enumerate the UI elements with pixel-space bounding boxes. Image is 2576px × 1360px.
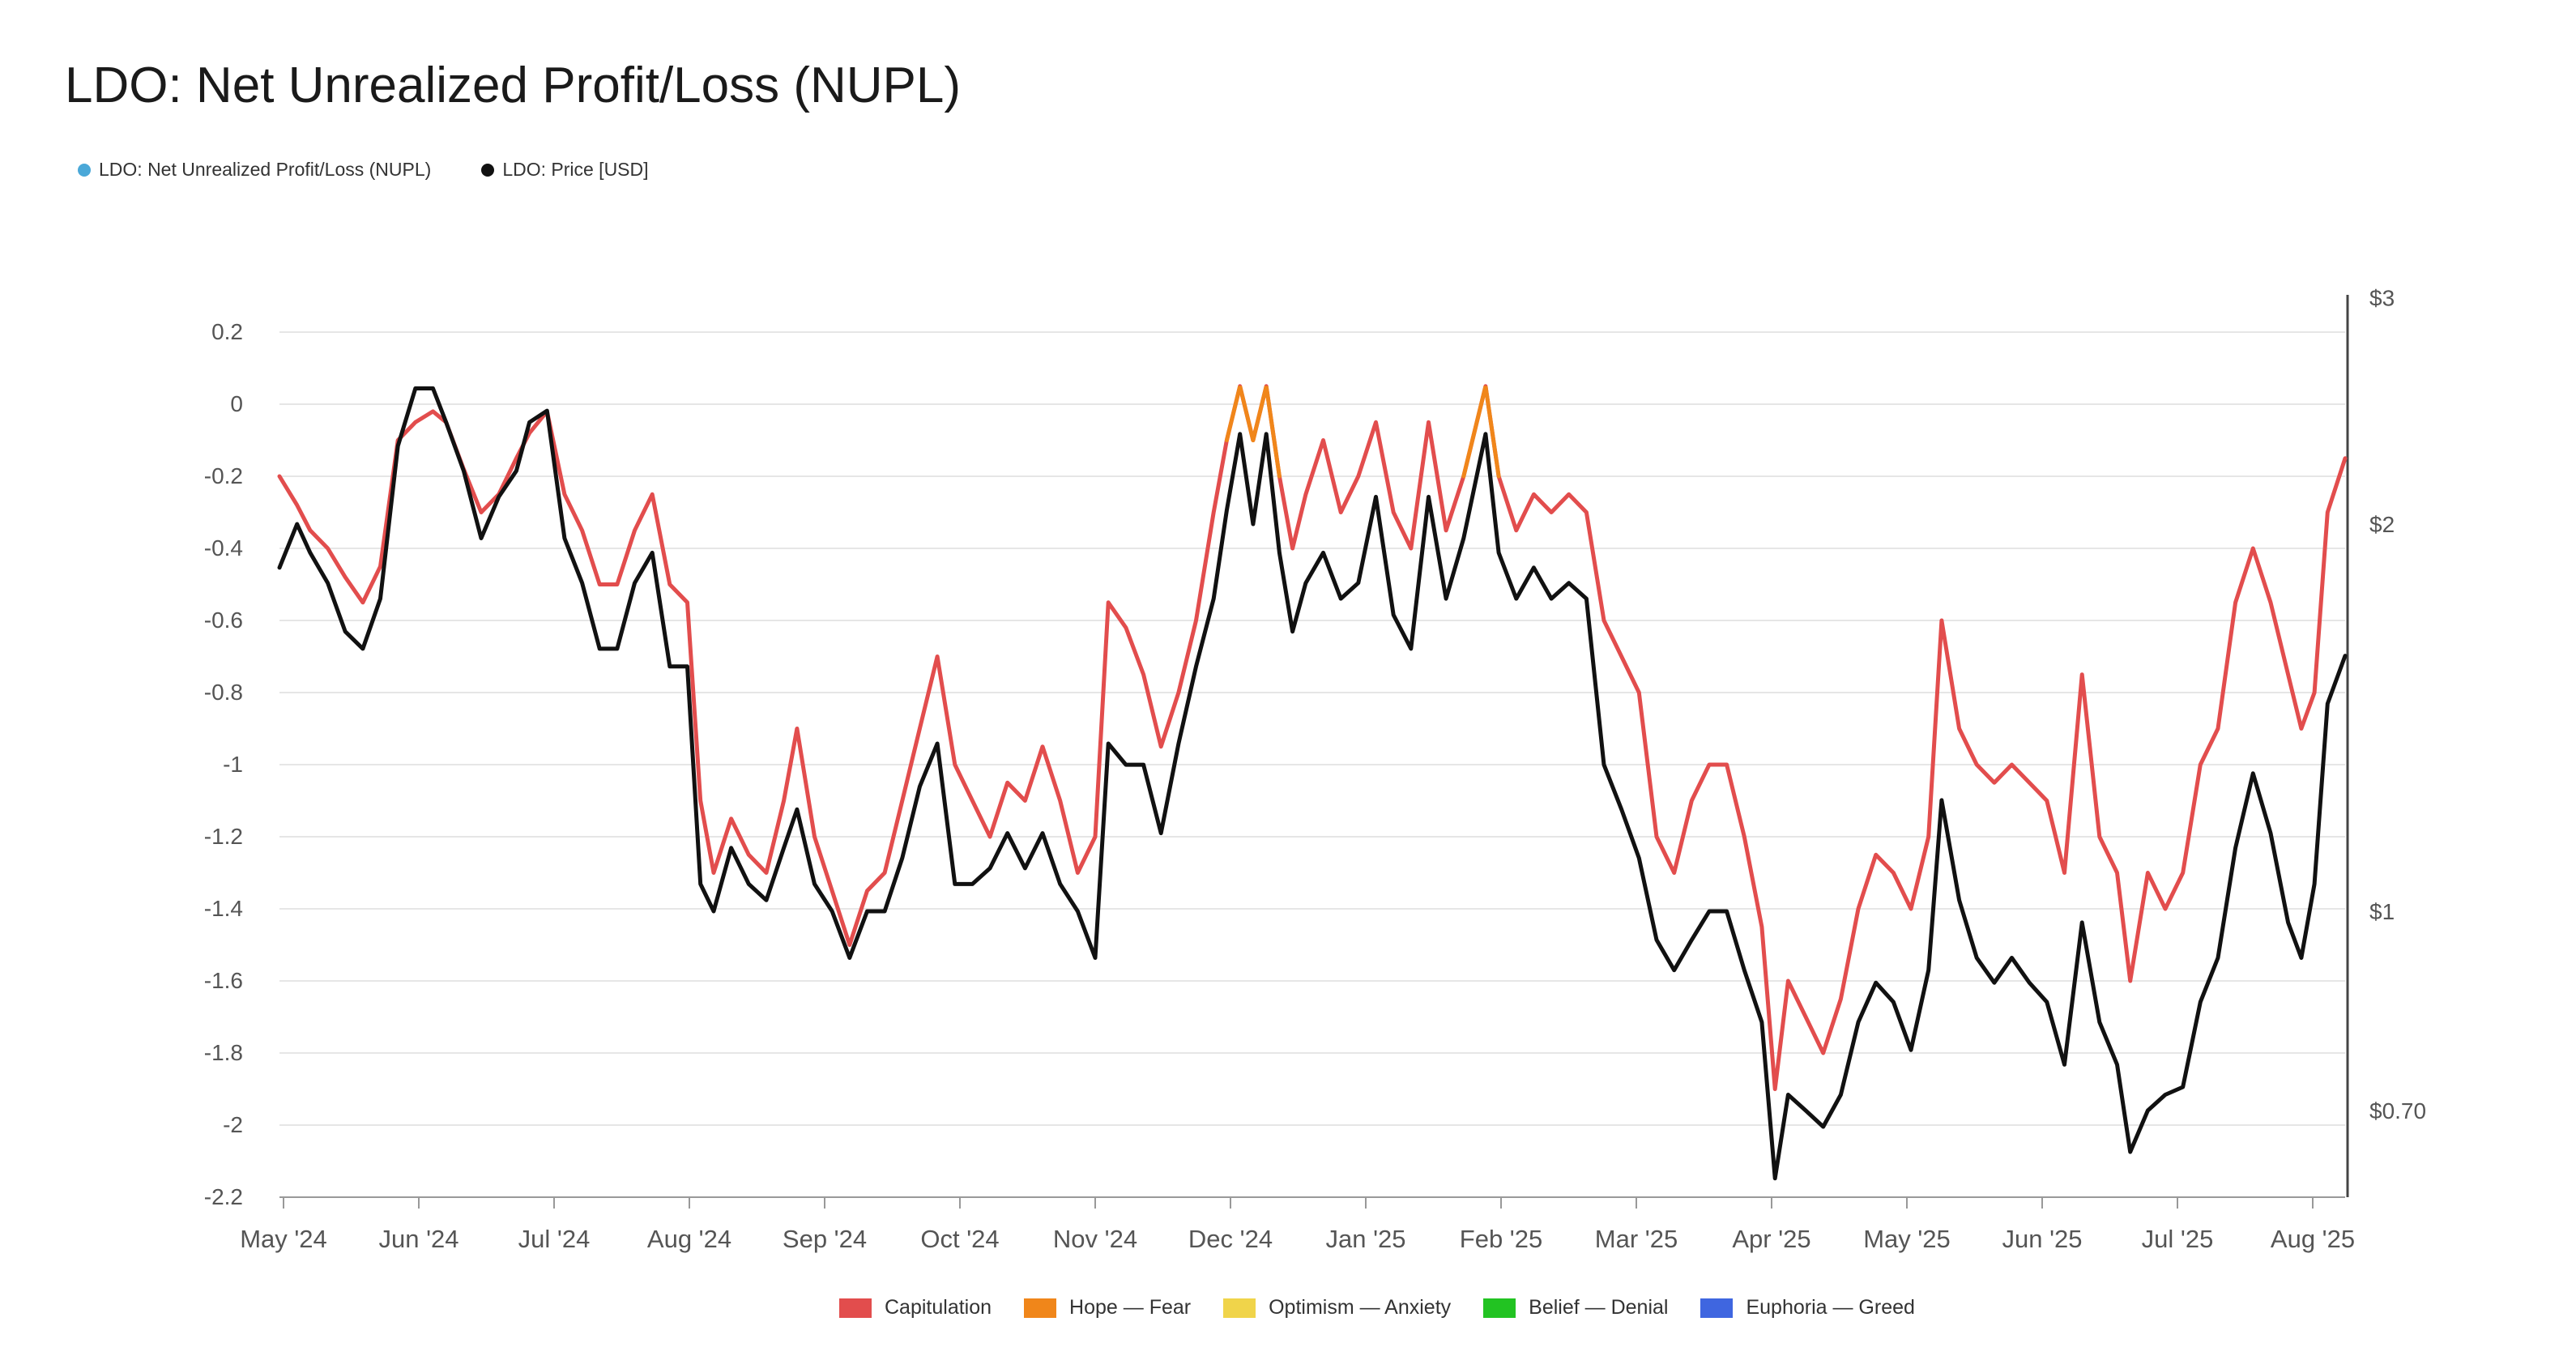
zone-legend: Capitulation Hope — Fear Optimism — Anxi… bbox=[839, 1296, 1915, 1319]
zone-legend-capitulation[interactable]: Capitulation bbox=[839, 1296, 992, 1319]
y-left-tick-label: -2.2 bbox=[204, 1184, 243, 1209]
capitulation-swatch bbox=[839, 1298, 872, 1318]
x-tick-label: Jan '25 bbox=[1326, 1225, 1406, 1253]
zone-label-capitulation: Capitulation bbox=[885, 1296, 992, 1319]
euphoria-greed-swatch bbox=[1700, 1298, 1734, 1318]
nupl-hope-segment bbox=[1461, 386, 1501, 479]
legend-item-nupl[interactable]: LDO: Net Unrealized Profit/Loss (NUPL) bbox=[78, 159, 431, 181]
x-tick-label: Sep '24 bbox=[783, 1225, 867, 1253]
x-tick-label: Jun '25 bbox=[2002, 1225, 2083, 1253]
zone-legend-euphoria-greed[interactable]: Euphoria — Greed bbox=[1700, 1296, 1915, 1319]
legend-dot-price bbox=[481, 163, 495, 177]
y-left-tick-label: -1.4 bbox=[204, 896, 243, 921]
legend-label-price: LDO: Price [USD] bbox=[502, 159, 649, 180]
x-tick-label: Nov '24 bbox=[1053, 1225, 1137, 1253]
y-left-tick-label: -1.8 bbox=[204, 1040, 243, 1065]
nupl-line bbox=[277, 384, 2348, 1091]
price-line bbox=[277, 386, 2348, 1181]
x-tick-label: Feb '25 bbox=[1460, 1225, 1542, 1253]
x-tick-label: Jun '24 bbox=[379, 1225, 459, 1253]
y-right-tick-label: $1 bbox=[2369, 899, 2395, 924]
zone-label-optimism-anxiety: Optimism — Anxiety bbox=[1269, 1296, 1452, 1319]
x-tick-label: Dec '24 bbox=[1188, 1225, 1273, 1253]
y-left-tick-label: -1.6 bbox=[204, 968, 243, 993]
x-tick-label: May '25 bbox=[1863, 1225, 1951, 1253]
y-left-tick-label: 0.2 bbox=[211, 319, 243, 344]
legend-item-price[interactable]: LDO: Price [USD] bbox=[481, 159, 649, 181]
x-tick-label: Jul '24 bbox=[518, 1225, 591, 1253]
series-lines bbox=[277, 384, 2348, 1181]
grid-lines bbox=[279, 331, 2345, 1198]
x-tick-label: Aug '24 bbox=[647, 1225, 731, 1253]
y-left-tick-label: 0 bbox=[230, 391, 243, 416]
y-left-tick-label: -1 bbox=[223, 752, 243, 777]
nupl-hope-segment bbox=[1224, 386, 1256, 442]
x-tick-label: Aug '25 bbox=[2271, 1225, 2355, 1253]
x-tick-label: Mar '25 bbox=[1595, 1225, 1678, 1253]
belief-denial-swatch bbox=[1483, 1298, 1516, 1318]
x-tick-label: May '24 bbox=[240, 1225, 327, 1253]
nupl-hope-segment bbox=[1251, 386, 1282, 479]
y-left-tick-label: -1.2 bbox=[204, 824, 243, 849]
axes: 0.2 0 -0.2 -0.4 -0.6 -0.8 -1 -1.2 -1.4 -1.6 -1.8 -2… bbox=[204, 285, 2426, 1253]
hope-fear-swatch bbox=[1024, 1298, 1057, 1318]
x-tick-label: Oct '24 bbox=[920, 1225, 999, 1253]
y-left-tick-label: -0.4 bbox=[204, 535, 243, 561]
y-left-tick-label: -0.2 bbox=[204, 463, 243, 488]
zone-label-hope-fear: Hope — Fear bbox=[1069, 1296, 1192, 1319]
zone-legend-optimism-anxiety[interactable]: Optimism — Anxiety bbox=[1223, 1296, 1451, 1319]
x-tick-label: Jul '25 bbox=[2142, 1225, 2214, 1253]
zone-label-euphoria-greed: Euphoria — Greed bbox=[1746, 1296, 1915, 1319]
y-right-tick-label: $0.70 bbox=[2369, 1098, 2426, 1123]
y-left-tick-label: -0.8 bbox=[204, 680, 243, 705]
zone-label-belief-denial: Belief — Denial bbox=[1529, 1296, 1669, 1319]
zone-legend-hope-fear[interactable]: Hope — Fear bbox=[1024, 1296, 1191, 1319]
y-right-tick-label: $2 bbox=[2369, 512, 2395, 537]
y-left-tick-label: -0.6 bbox=[204, 608, 243, 633]
y-left-tick-label: -2 bbox=[223, 1112, 243, 1137]
page-title: LDO: Net Unrealized Profit/Loss (NUPL) bbox=[65, 58, 962, 113]
legend-dot-nupl bbox=[78, 163, 91, 177]
x-tick-label: Apr '25 bbox=[1732, 1225, 1810, 1253]
optimism-anxiety-swatch bbox=[1223, 1298, 1256, 1318]
top-legend: LDO: Net Unrealized Profit/Loss (NUPL) L… bbox=[78, 159, 649, 181]
zone-legend-belief-denial[interactable]: Belief — Denial bbox=[1483, 1296, 1668, 1319]
legend-label-nupl: LDO: Net Unrealized Profit/Loss (NUPL) bbox=[99, 159, 432, 180]
y-right-tick-label: $3 bbox=[2369, 285, 2395, 310]
